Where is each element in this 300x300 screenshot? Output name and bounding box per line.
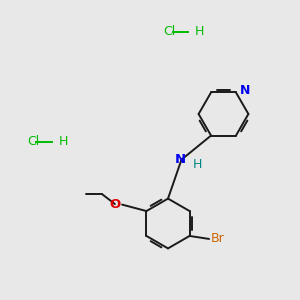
Text: N: N xyxy=(175,153,186,166)
Text: H: H xyxy=(193,158,202,171)
Text: H: H xyxy=(195,25,204,38)
Text: Cl: Cl xyxy=(27,135,39,148)
Text: Br: Br xyxy=(211,232,224,245)
Text: N: N xyxy=(240,84,250,98)
Text: Cl: Cl xyxy=(163,25,176,38)
Text: H: H xyxy=(58,135,68,148)
Text: O: O xyxy=(110,197,121,211)
